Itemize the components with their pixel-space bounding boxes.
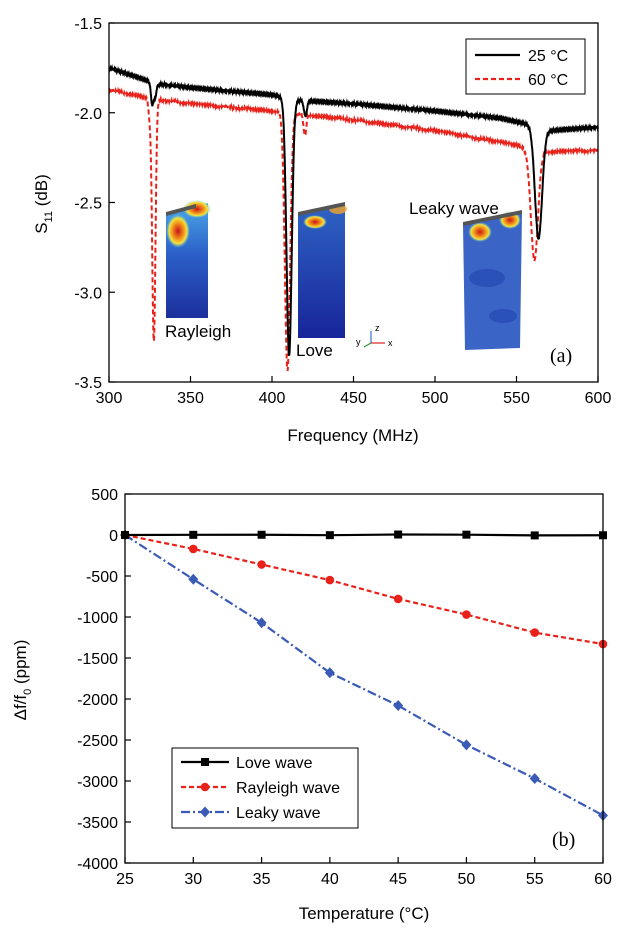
b-xtick-label: 45	[389, 871, 407, 888]
b-xtick-label: 55	[526, 871, 544, 888]
leaky-wave-point	[393, 700, 404, 712]
legend-a-label-60c: 60 °C	[528, 72, 568, 89]
annotation-love: Love	[296, 341, 333, 360]
rayleigh-wave-point	[530, 628, 540, 637]
panel-label-b: (b)	[552, 829, 575, 851]
a-ytick-label: -1.5	[74, 16, 102, 33]
a-xtick-label: 350	[177, 390, 204, 407]
leaky-wave-point	[529, 773, 540, 785]
legend-b-marker-leaky-wave	[200, 806, 210, 818]
b-ytick-label: -4000	[77, 856, 118, 873]
love-mode-inset	[298, 202, 347, 338]
axis-triad: z x y	[356, 323, 393, 348]
y-axis-title-b: Δf/f0 (ppm)	[11, 640, 34, 721]
a-ytick-label: -3.5	[74, 375, 102, 392]
rayleigh-wave-point	[188, 544, 198, 554]
b-ytick-label: -2500	[77, 733, 118, 750]
panel-b: 25 30 35 40 45 50 55 60 -4000 -3500 -3000 -2500 -20…	[11, 487, 612, 923]
legend-b-swatches	[181, 758, 229, 818]
axis-triad-z: z	[375, 323, 380, 333]
a-xtick-label: 550	[503, 390, 530, 407]
plot-frame-b	[124, 493, 604, 864]
y-axis-title-a-main: S	[32, 222, 51, 233]
axis-triad-y: y	[356, 337, 361, 347]
a-xtick-label: 450	[340, 390, 367, 407]
leaky-wave-point	[324, 667, 335, 679]
b-xtick-label: 50	[458, 871, 476, 888]
x-axis-ticks-b: 25 30 35 40 45 50 55 60	[116, 857, 612, 888]
b-xtick-label: 25	[116, 871, 134, 888]
love-wave-point	[394, 530, 403, 539]
legend-b-label-leaky: Leaky wave	[236, 805, 321, 822]
legend-b-marker-love-wave	[201, 758, 209, 766]
a-xtick-label: 400	[259, 390, 286, 407]
legend-a-label-25c: 25 °C	[528, 48, 568, 65]
love-wave-point	[257, 530, 266, 539]
b-xtick-label: 60	[594, 871, 612, 888]
a-xtick-label: 300	[96, 390, 123, 407]
y-axis-title-a-sub: 11	[43, 211, 55, 222]
b-xtick-label: 35	[253, 871, 271, 888]
rayleigh-wave-point	[257, 560, 266, 569]
leaky-wave-line	[124, 534, 604, 817]
love-wave-point	[189, 530, 198, 539]
series-60c-line	[108, 85, 599, 371]
series-25c-line	[108, 64, 599, 356]
a-ytick-label: -3.0	[74, 285, 102, 302]
b-ytick-label: -1000	[77, 610, 118, 627]
annotation-leaky-wave: Leaky wave	[409, 199, 499, 218]
rayleigh-mode-inset	[166, 200, 211, 318]
b-ytick-label: -500	[86, 569, 118, 586]
rayleigh-wave-line	[124, 533, 604, 646]
b-ytick-label: 0	[109, 528, 118, 545]
y-axis-ticks-a: -3.5 -3.0 -2.5 -2.0 -1.5	[74, 16, 115, 392]
y-axis-title-b-main: Δf/f	[11, 695, 30, 721]
legend-b-marker-rayleigh-wave	[200, 782, 210, 792]
b-ytick-label: -2000	[77, 692, 118, 709]
y-axis-title-a: S11 (dB)	[32, 174, 55, 234]
axis-triad-x: x	[388, 338, 393, 348]
y-axis-title-a-unit: (dB)	[32, 174, 51, 211]
b-ytick-label: 500	[91, 487, 118, 504]
rayleigh-wave-point	[462, 610, 471, 619]
y-axis-ticks-b: -4000 -3500 -3000 -2500 -2000 -1500 -1000 -500 0…	[77, 487, 131, 873]
x-axis-title-b: Temperature (°C)	[299, 904, 430, 923]
legend-b-label-rayleigh: Rayleigh wave	[236, 780, 340, 797]
y-axis-title-b-sub: 0	[22, 689, 34, 695]
insets: z x y	[166, 200, 522, 350]
leaky-wave-mode-inset	[463, 210, 522, 350]
x-axis-ticks-a: 300 350 400 450 500 550 600	[96, 376, 612, 407]
leaky-wave-point	[188, 573, 199, 585]
legend-b-label-love: Love wave	[236, 755, 313, 772]
rayleigh-wave-point	[393, 594, 403, 604]
leaky-wave-point	[461, 739, 472, 751]
b-ytick-label: -3000	[77, 774, 118, 791]
love-wave-line	[124, 533, 604, 537]
rayleigh-wave-point	[325, 575, 335, 585]
b-xtick-label: 40	[321, 871, 339, 888]
b-ytick-label: -1500	[77, 651, 118, 668]
love-wave-point	[462, 530, 471, 539]
love-wave-point	[530, 531, 539, 540]
a-ytick-label: -2.5	[74, 196, 102, 213]
a-xtick-label: 600	[585, 390, 612, 407]
legend-a: 25 °C 60 °C	[465, 38, 586, 95]
leaky-wave-point	[256, 617, 267, 629]
love-wave-point	[325, 531, 334, 540]
a-ytick-label: -2.0	[74, 106, 102, 123]
annotation-rayleigh: Rayleigh	[165, 322, 231, 341]
x-axis-title-a: Frequency (MHz)	[287, 426, 418, 445]
y-axis-title-b-unit: (ppm)	[11, 640, 30, 689]
b-ytick-label: -3500	[77, 815, 118, 832]
legend-a-box	[465, 38, 586, 95]
b-xtick-label: 30	[184, 871, 202, 888]
panel-a: z x y 300 350 400 450 500 550 600 -3.5 -3.0 -2.5…	[32, 16, 611, 445]
legend-b: Love wave Rayleigh wave Leaky wave	[171, 747, 359, 829]
panel-label-a: (a)	[550, 345, 572, 367]
a-xtick-label: 500	[422, 390, 449, 407]
